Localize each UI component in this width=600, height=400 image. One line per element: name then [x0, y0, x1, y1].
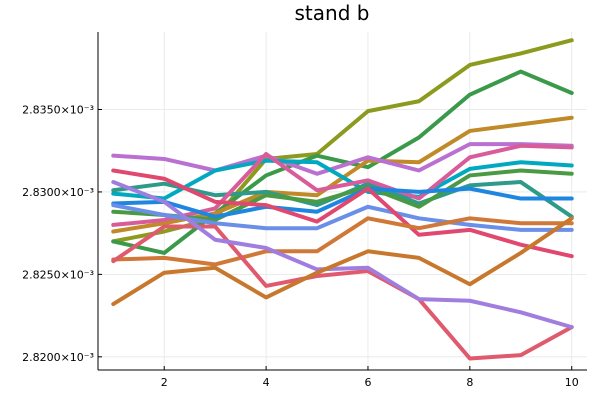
series-line-13	[111, 224, 574, 361]
x-tick-label: 2	[161, 376, 168, 389]
chart-title: stand b	[295, 1, 370, 25]
y-tick-label: 2.8300×10⁻³	[22, 186, 94, 199]
y-tick-label: 2.8350×10⁻³	[22, 103, 94, 116]
series-line-9	[111, 186, 574, 219]
series-line-4	[111, 142, 574, 176]
series-line-1	[111, 38, 574, 244]
axis-layer: 2 4 6 8 10 2.8200×10⁻³ 2.8250×10⁻³ 2.8300×10⁻³ 2…	[22, 32, 587, 389]
series-line-5	[111, 158, 574, 201]
series-line-14	[111, 180, 574, 330]
series-line-11	[111, 168, 574, 259]
series-line-15	[111, 216, 574, 307]
x-tick-label: 6	[364, 376, 371, 389]
y-tick-label: 2.8250×10⁻³	[22, 268, 94, 281]
series-line-7	[111, 143, 574, 227]
x-tick-label: 8	[466, 376, 473, 389]
series-line-12	[111, 216, 574, 267]
series-line-2	[111, 69, 574, 255]
series-layer	[111, 38, 574, 361]
x-tick-label: 10	[565, 376, 579, 389]
y-tick-label: 2.8200×10⁻³	[22, 351, 94, 364]
x-tick-label: 4	[263, 376, 270, 389]
